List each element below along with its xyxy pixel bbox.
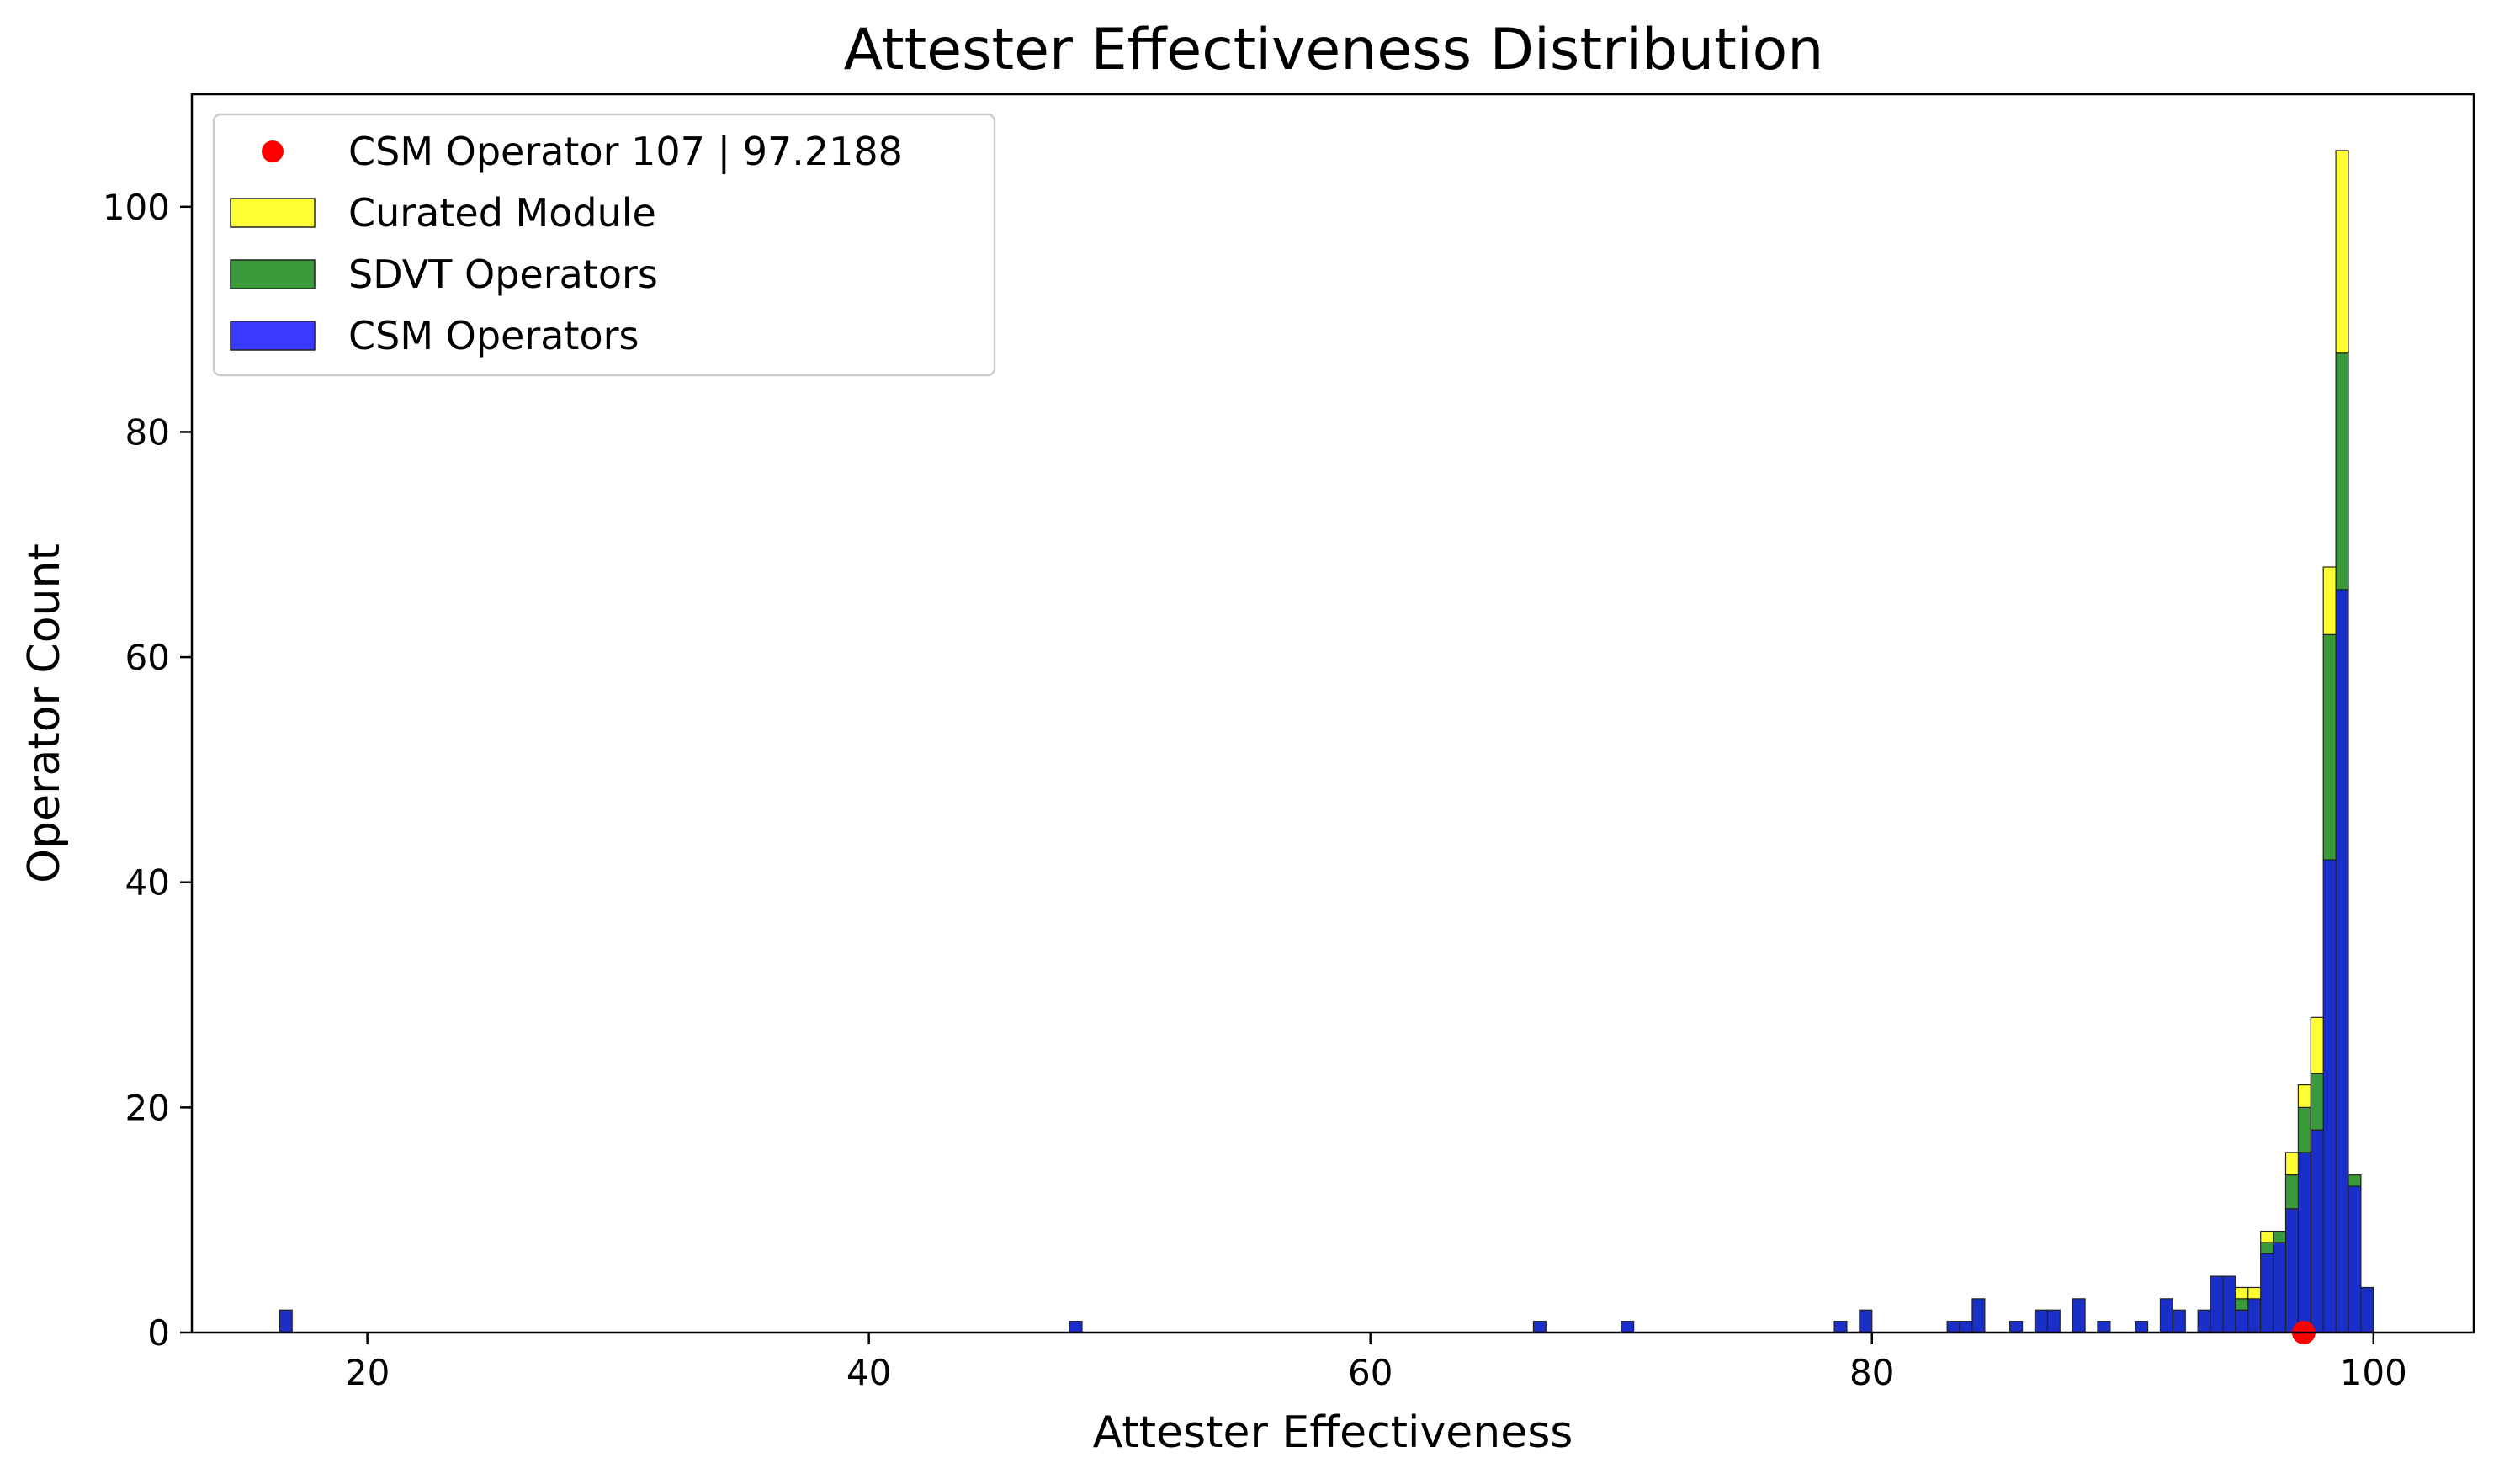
bar-sdvt-operators-0	[2235, 1298, 2249, 1311]
bar-csm-operators-24	[2284, 1208, 2299, 1333]
bar-csm-operators-25	[2297, 1152, 2311, 1333]
bar-csm-operators-18	[2210, 1275, 2224, 1333]
bar-curated-module-3	[2284, 1152, 2299, 1176]
bar-csm-operators-9	[2009, 1321, 2024, 1333]
bar-csm-operators-12	[2072, 1298, 2086, 1333]
chart-title: Attester Effectiveness Distribution	[844, 17, 1824, 83]
bar-sdvt-operators-5	[2310, 1073, 2324, 1131]
y-tick-label-100: 100	[103, 187, 170, 228]
bar-csm-operators-1	[1069, 1321, 1083, 1333]
bar-csm-operators-5	[1859, 1309, 1873, 1333]
legend-box	[212, 113, 996, 377]
bar-curated-module-0	[2235, 1286, 2249, 1300]
bar-csm-operators-10	[2034, 1309, 2048, 1333]
bar-sdvt-operators-1	[2260, 1242, 2274, 1254]
y-tick-label-20: 20	[125, 1087, 170, 1128]
bar-curated-module-5	[2310, 1016, 2324, 1074]
legend-label-1: Curated Module	[348, 190, 656, 236]
bar-csm-operators-13	[2097, 1321, 2111, 1333]
bar-sdvt-operators-6	[2322, 633, 2337, 861]
legend-swatch-3	[230, 321, 316, 351]
legend: CSM Operator 107 | 97.2188 Curated Module…	[212, 113, 996, 377]
bar-csm-operators-4	[1833, 1321, 1848, 1333]
bar-curated-module-6	[2322, 566, 2337, 635]
bar-csm-operators-19	[2222, 1275, 2236, 1333]
bars-layer	[279, 150, 2374, 1333]
bar-sdvt-operators-2	[2272, 1230, 2287, 1243]
legend-swatch-1	[230, 198, 316, 228]
bar-csm-operators-26	[2310, 1129, 2324, 1333]
bar-csm-operators-29	[2348, 1185, 2362, 1333]
bar-curated-module-7	[2335, 150, 2349, 354]
bar-csm-operators-27	[2322, 859, 2337, 1333]
x-tick-label-80: 80	[1849, 1352, 1894, 1393]
x-tick-label-40: 40	[846, 1352, 891, 1393]
bar-curated-module-2	[2260, 1230, 2274, 1243]
bar-csm-operators-20	[2235, 1309, 2249, 1333]
bar-csm-operators-0	[279, 1309, 293, 1333]
bar-curated-module-1	[2247, 1286, 2262, 1300]
bar-csm-operators-7	[1959, 1321, 1973, 1333]
y-tick-label-80: 80	[125, 411, 170, 453]
bar-sdvt-operators-7	[2335, 352, 2349, 591]
bar-csm-operators-23	[2272, 1242, 2287, 1333]
bar-csm-operators-30	[2360, 1286, 2374, 1333]
bar-csm-operators-6	[1946, 1321, 1960, 1333]
legend-label-2: SDVT Operators	[348, 252, 658, 297]
bar-csm-operators-28	[2335, 589, 2349, 1333]
bar-csm-operators-21	[2247, 1298, 2262, 1333]
bar-sdvt-operators-4	[2297, 1106, 2311, 1153]
legend-label-0: CSM Operator 107 | 97.2188	[348, 129, 903, 175]
x-tick-label-60: 60	[1348, 1352, 1393, 1393]
y-axis-ticks: 0 20 40 60 80 100	[103, 187, 192, 1354]
y-tick-label-0: 0	[147, 1312, 170, 1354]
legend-swatch-2	[230, 259, 316, 289]
bar-csm-operators-2	[1532, 1321, 1547, 1333]
bar-sdvt-operators-8	[2348, 1174, 2362, 1187]
bar-csm-operators-15	[2159, 1298, 2173, 1333]
bar-csm-operators-16	[2172, 1309, 2186, 1333]
y-axis-label: Operator Count	[19, 543, 70, 883]
bar-sdvt-operators-3	[2284, 1174, 2299, 1210]
x-tick-label-100: 100	[2340, 1352, 2407, 1393]
legend-marker-0	[262, 140, 284, 162]
bar-csm-operators-8	[1971, 1298, 1986, 1333]
y-tick-label-60: 60	[125, 637, 170, 678]
x-axis-ticks: 20 40 60 80 100	[345, 1333, 2407, 1393]
bar-csm-operators-22	[2260, 1253, 2274, 1333]
bar-curated-module-4	[2297, 1084, 2311, 1108]
y-tick-label-40: 40	[125, 862, 170, 904]
bar-csm-operators-11	[2046, 1309, 2061, 1333]
bar-csm-operators-14	[2135, 1321, 2149, 1333]
legend-label-3: CSM Operators	[348, 313, 639, 358]
bar-csm-operators-17	[2197, 1309, 2211, 1333]
plot-frame	[190, 93, 2475, 1334]
x-axis-label: Attester Effectiveness	[1093, 1407, 1573, 1458]
bar-csm-operators-3	[1621, 1321, 1635, 1333]
x-tick-label-20: 20	[345, 1352, 390, 1393]
